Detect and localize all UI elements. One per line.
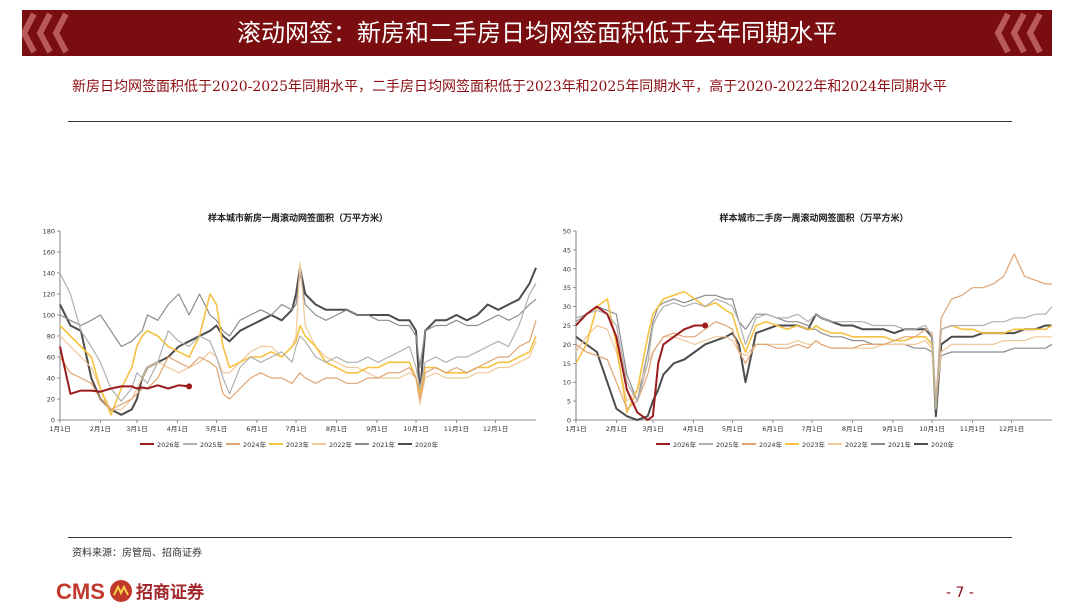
x-tick-label: 12月1日 bbox=[999, 425, 1024, 433]
x-tick-label: 12月1日 bbox=[483, 425, 508, 433]
x-tick-label: 10月1日 bbox=[403, 425, 428, 433]
x-tick-label: 1月1日 bbox=[49, 425, 70, 433]
legend-label: 2020年 bbox=[415, 440, 439, 449]
subtitle: 新房日均网签面积低于2020-2025年同期水平，二手房日均网签面积低于2023… bbox=[72, 79, 947, 95]
series-line-2020年 bbox=[59, 266, 537, 416]
source-note: 资料来源：房管局、招商证券 bbox=[72, 548, 202, 559]
legend-label: 2024年 bbox=[243, 440, 267, 449]
legend-label: 2023年 bbox=[802, 440, 826, 449]
legend-label: 2025年 bbox=[200, 440, 224, 449]
y-tick-label: 45 bbox=[563, 246, 571, 254]
legend-label: 2020年 bbox=[931, 440, 955, 449]
chart-title: 样本城市新房一周滚动网签面积（万平方米） bbox=[208, 212, 388, 224]
x-tick-label: 10月1日 bbox=[919, 425, 944, 433]
x-tick-label: 3月1日 bbox=[642, 425, 663, 433]
y-tick-label: 40 bbox=[563, 265, 571, 273]
x-tick-label: 7月1日 bbox=[801, 425, 822, 433]
right-chevron-decoration-icon bbox=[994, 12, 1043, 54]
legend-label: 2021年 bbox=[888, 440, 912, 449]
legend-label: 2023年 bbox=[286, 440, 310, 449]
y-tick-label: 35 bbox=[563, 284, 571, 292]
x-tick-label: 3月1日 bbox=[126, 425, 147, 433]
new-home-chart: 样本城市新房一周滚动网签面积（万平方米） 0 20 40 60 80 100 120 140 16… bbox=[43, 212, 537, 449]
y-tick-label: 0 bbox=[567, 417, 571, 425]
y-tick-label: 160 bbox=[43, 249, 55, 257]
x-tick-label: 4月1日 bbox=[167, 425, 188, 433]
series-line-2024年 bbox=[59, 320, 537, 411]
series-line-2021年 bbox=[59, 272, 537, 369]
second-hand-chart: 样本城市二手房一周滚动网签面积（万平方米） 0 5 10 15 20 25 30 35 40 45 5… bbox=[563, 212, 1053, 449]
x-tick-label: 2月1日 bbox=[606, 425, 627, 433]
legend-label: 2024年 bbox=[759, 440, 783, 449]
series-line-2023年 bbox=[575, 290, 1053, 414]
series-line-2026年 bbox=[59, 346, 190, 395]
x-tick-label: 5月1日 bbox=[206, 425, 227, 433]
x-tick-label: 6月1日 bbox=[762, 425, 783, 433]
x-tick-label: 9月1日 bbox=[366, 425, 387, 433]
legend-label: 2025年 bbox=[716, 440, 740, 449]
y-tick-label: 10 bbox=[563, 379, 571, 387]
series-line-2024年 bbox=[575, 253, 1052, 410]
x-tick-label: 2月1日 bbox=[90, 425, 111, 433]
x-tick-label: 4月1日 bbox=[683, 425, 704, 433]
series-line-2020年 bbox=[575, 313, 1052, 421]
y-tick-label: 80 bbox=[47, 333, 55, 341]
bottom-divider bbox=[68, 537, 1012, 538]
series-line-2021年 bbox=[575, 294, 1053, 402]
series-line-2026年 bbox=[575, 305, 706, 421]
legend-label: 2022年 bbox=[329, 440, 353, 449]
legend-label: 2022年 bbox=[845, 440, 869, 449]
cms-logo: CMS 招商证券 bbox=[56, 579, 205, 604]
x-tick-label: 7月1日 bbox=[285, 425, 306, 433]
left-chevron-decoration-icon bbox=[22, 12, 69, 54]
top-divider bbox=[68, 121, 1012, 122]
y-tick-label: 180 bbox=[43, 228, 55, 236]
chart-title: 样本城市二手房一周滚动网签面积（万平方米） bbox=[719, 212, 908, 224]
y-tick-label: 20 bbox=[563, 341, 571, 349]
y-tick-label: 40 bbox=[47, 375, 55, 383]
legend-label: 2026年 bbox=[157, 440, 181, 449]
svg-text:CMS: CMS bbox=[56, 579, 105, 604]
current-year-endpoint-marker bbox=[702, 322, 709, 329]
series-line-2023年 bbox=[59, 293, 537, 416]
title-banner: 滚动网签：新房和二手房日均网签面积低于去年同期水平 bbox=[22, 10, 1052, 56]
legend-label: 2021年 bbox=[372, 440, 396, 449]
page-title: 滚动网签：新房和二手房日均网签面积低于去年同期水平 bbox=[237, 19, 837, 47]
y-tick-label: 120 bbox=[43, 291, 55, 299]
x-tick-label: 11月1日 bbox=[444, 425, 469, 433]
x-tick-label: 11月1日 bbox=[960, 425, 985, 433]
x-tick-label: 5月1日 bbox=[722, 425, 743, 433]
y-tick-label: 100 bbox=[43, 312, 55, 320]
y-tick-label: 15 bbox=[563, 360, 571, 368]
y-tick-label: 60 bbox=[47, 354, 55, 362]
y-tick-label: 50 bbox=[563, 228, 571, 236]
x-tick-label: 9月1日 bbox=[882, 425, 903, 433]
x-tick-label: 8月1日 bbox=[842, 425, 863, 433]
legend-label: 2026年 bbox=[673, 440, 697, 449]
page-number: - 7 - bbox=[946, 585, 974, 601]
svg-text:招商证券: 招商证券 bbox=[136, 582, 205, 603]
x-tick-label: 6月1日 bbox=[246, 425, 267, 433]
y-tick-label: 5 bbox=[567, 398, 571, 406]
y-tick-label: 0 bbox=[51, 417, 55, 425]
y-tick-label: 140 bbox=[43, 270, 55, 278]
y-tick-label: 20 bbox=[47, 396, 55, 404]
y-tick-label: 30 bbox=[563, 303, 571, 311]
x-tick-label: 1月1日 bbox=[565, 425, 586, 433]
series-line-2025年 bbox=[59, 272, 537, 402]
y-tick-label: 25 bbox=[563, 322, 571, 330]
x-tick-label: 8月1日 bbox=[326, 425, 347, 433]
series-line-2025年 bbox=[575, 298, 1053, 410]
current-year-endpoint-marker bbox=[186, 383, 193, 390]
series-line-2022年 bbox=[59, 261, 537, 411]
